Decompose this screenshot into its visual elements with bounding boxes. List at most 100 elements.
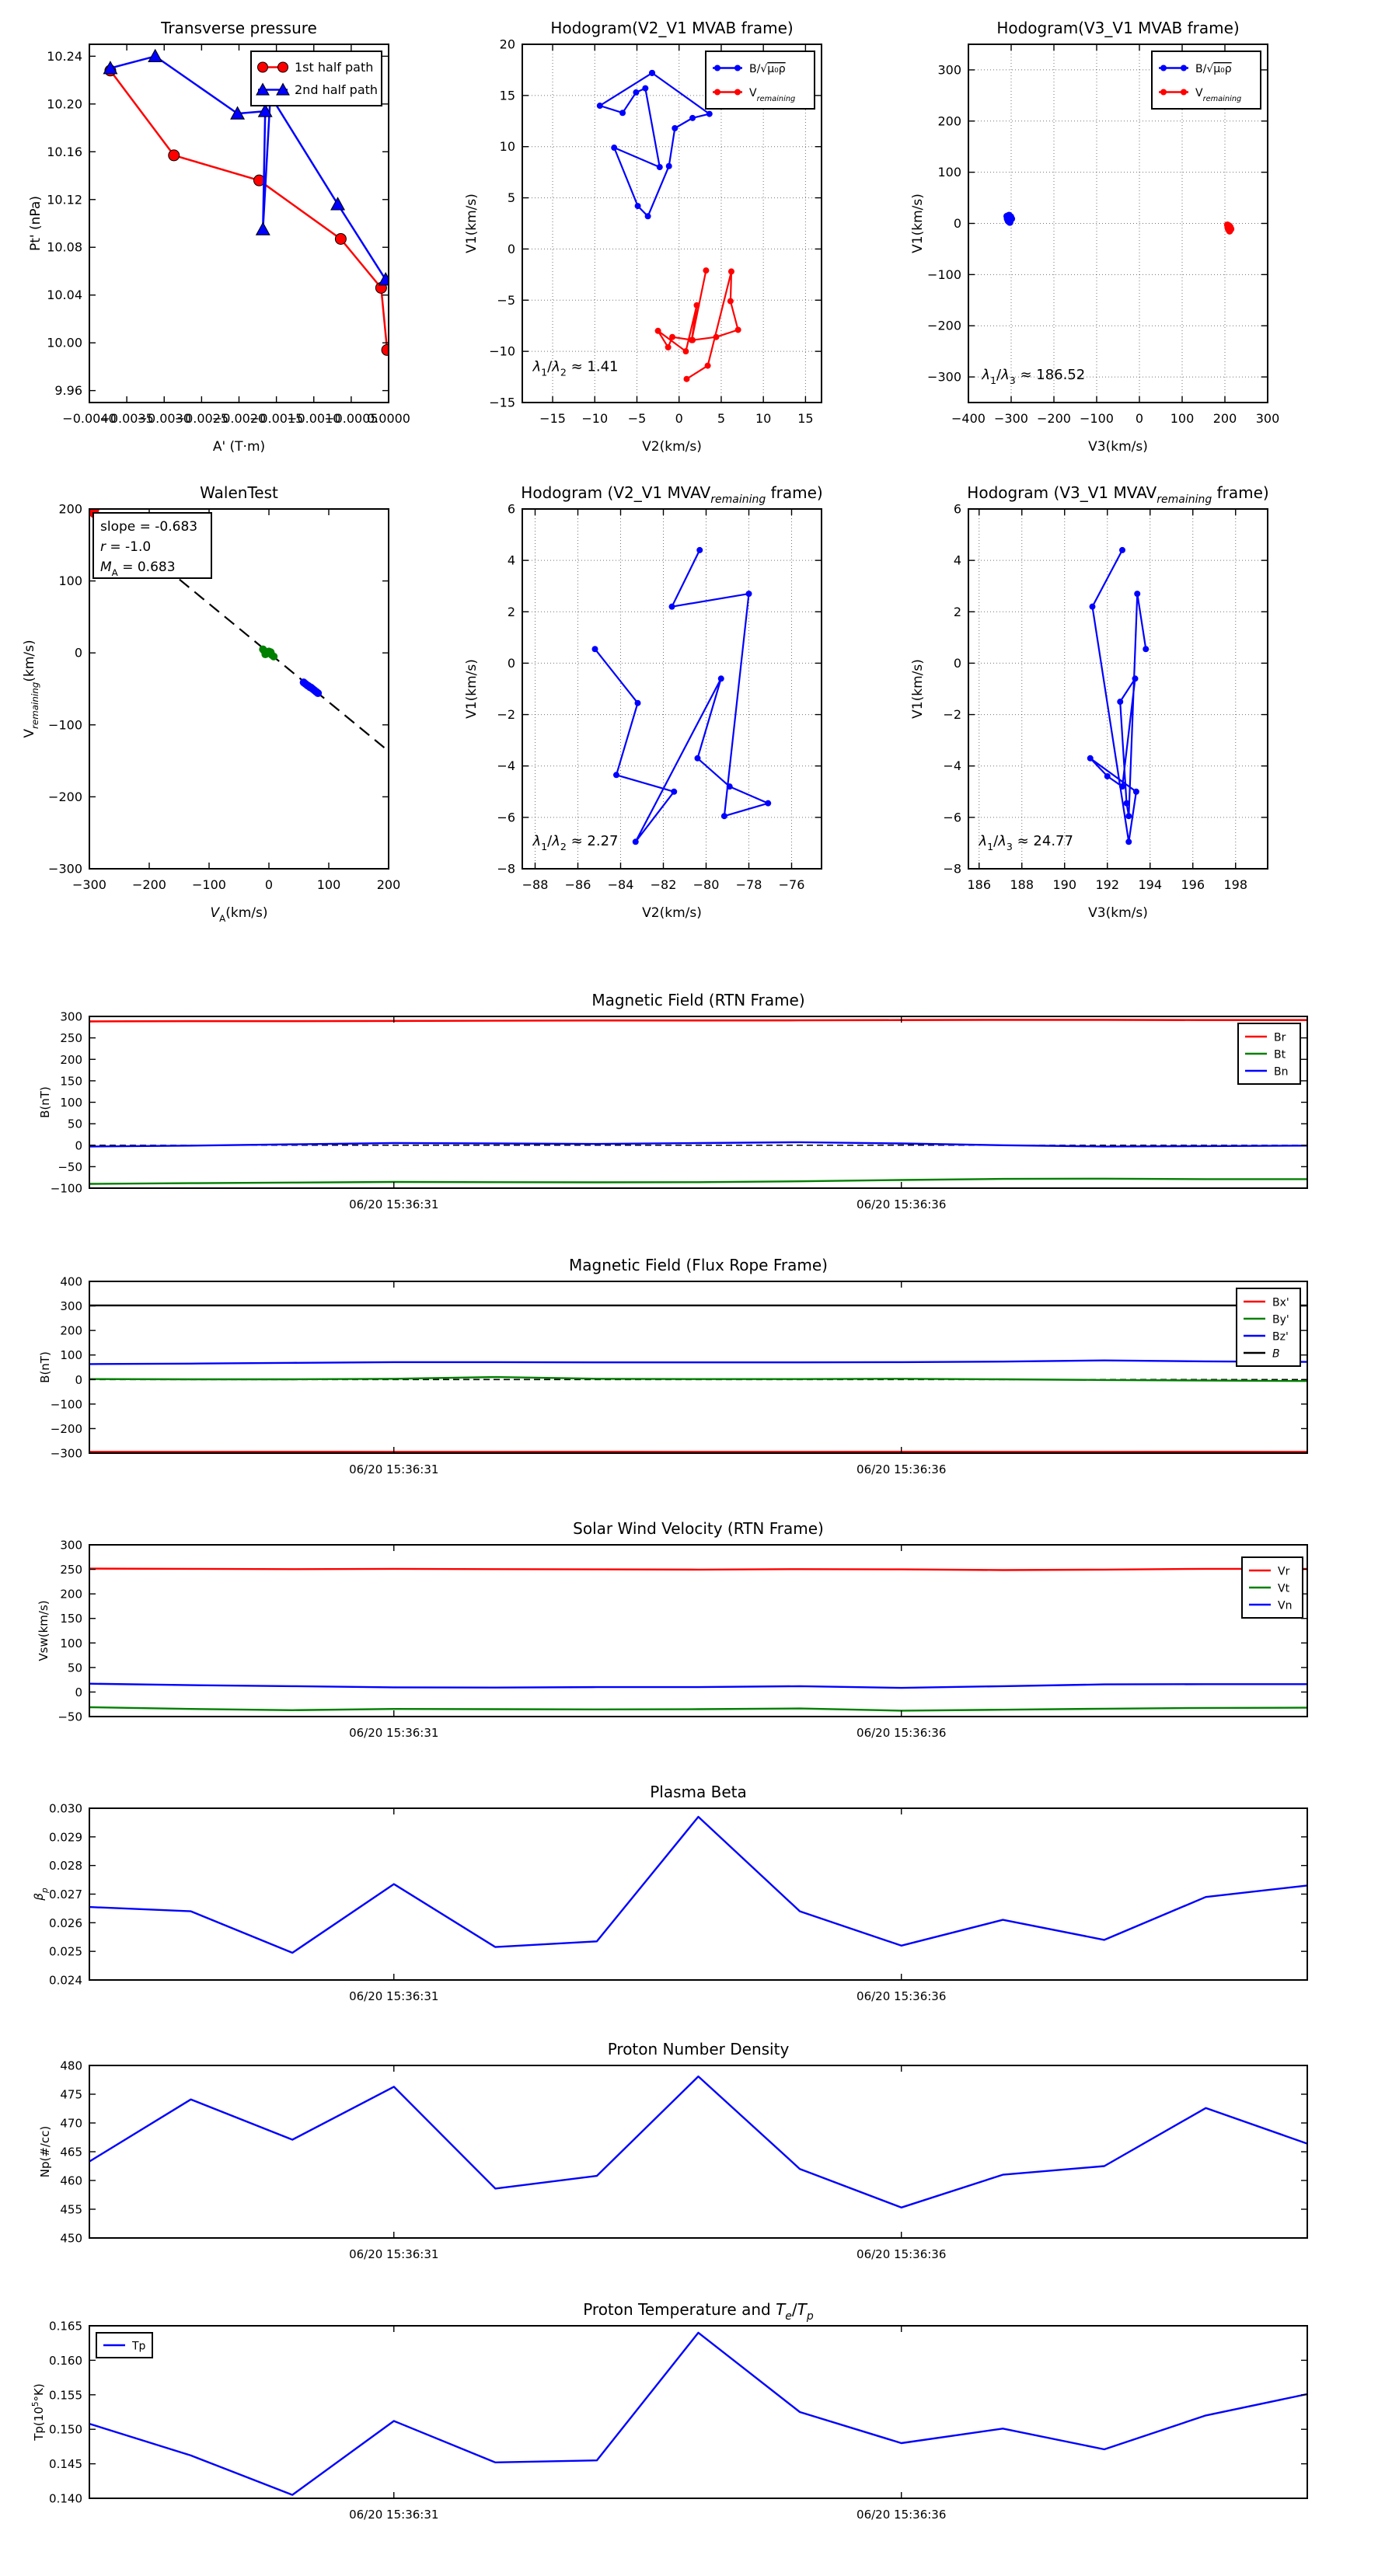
svg-text:100: 100 xyxy=(937,165,961,180)
svg-text:4: 4 xyxy=(954,553,961,568)
svg-text:Bn: Bn xyxy=(1274,1066,1288,1079)
chart-hodogram-v3v1-mvab: −400 −300 −200 −100 0 100 200 300 −300 −200 −100 0 1… xyxy=(881,4,1345,480)
svg-text:V2(km/s): V2(km/s) xyxy=(642,905,702,921)
svg-text:06/20 15:36:36: 06/20 15:36:36 xyxy=(856,1726,946,1740)
svg-text:Solar Wind Velocity (RTN Frame: Solar Wind Velocity (RTN Frame) xyxy=(573,1519,824,1538)
svg-text:−0.0030: −0.0030 xyxy=(138,411,191,426)
chart-proton-number-density: 06/20 15:36:31 06/20 15:36:36 450 455 460 465… xyxy=(2,2025,1385,2316)
svg-text:186: 186 xyxy=(967,877,991,892)
svg-text:Vr: Vr xyxy=(1278,1566,1290,1578)
svg-text:−100: −100 xyxy=(927,267,961,282)
svg-text:250: 250 xyxy=(60,1031,82,1045)
svg-text:100: 100 xyxy=(60,1096,82,1110)
svg-text:A' (T·m): A' (T·m) xyxy=(213,439,265,455)
svg-text:λ1/λ3 ≈ 186.52: λ1/λ3 ≈ 186.52 xyxy=(981,367,1085,386)
svg-text:10.16: 10.16 xyxy=(47,145,82,159)
svg-text:0.026: 0.026 xyxy=(49,1916,82,1930)
chart-svg-p6: 186 188 190 192 194 196 198 −8 −6 −4 −2 0 2 4 6 Hodogra… xyxy=(910,483,1269,921)
svg-text:0: 0 xyxy=(508,242,515,256)
chart-svg-vsw: 06/20 15:36:31 06/20 15:36:36 −50 0 50 100 150… xyxy=(37,1519,1308,1740)
svg-text:−15: −15 xyxy=(539,411,566,426)
svg-text:0: 0 xyxy=(954,656,961,671)
svg-text:B/√μ₀ρ: B/√μ₀ρ xyxy=(749,63,786,75)
svg-text:0.145: 0.145 xyxy=(49,2457,82,2471)
svg-text:06/20 15:36:36: 06/20 15:36:36 xyxy=(856,2247,946,2261)
svg-text:−300: −300 xyxy=(927,370,961,385)
svg-text:−300: −300 xyxy=(48,862,82,877)
svg-text:06/20 15:36:31: 06/20 15:36:31 xyxy=(349,2508,438,2522)
svg-text:0: 0 xyxy=(1136,411,1143,426)
svg-text:2: 2 xyxy=(954,605,961,619)
svg-text:WalenTest: WalenTest xyxy=(200,483,278,502)
svg-text:06/20 15:36:31: 06/20 15:36:31 xyxy=(349,1726,438,1740)
svg-text:Tp(105°K): Tp(105°K) xyxy=(31,2383,46,2442)
svg-text:0: 0 xyxy=(675,411,683,426)
svg-text:V3(km/s): V3(km/s) xyxy=(1088,439,1148,455)
svg-text:0.155: 0.155 xyxy=(49,2388,82,2402)
svg-text:470: 470 xyxy=(60,2117,82,2131)
svg-text:465: 465 xyxy=(60,2146,82,2159)
svg-text:0.029: 0.029 xyxy=(49,1830,82,1844)
chart-hodogram-v2v1-mvav: −88 −86 −84 −82 −80 −78 −76 −8 −6 −4 −2 0 2 4 6 Hodogra… xyxy=(435,469,899,946)
svg-text:100: 100 xyxy=(60,1348,82,1362)
svg-text:−10: −10 xyxy=(581,411,608,426)
svg-text:9.96: 9.96 xyxy=(54,383,82,398)
svg-text:5: 5 xyxy=(508,190,515,205)
svg-text:10: 10 xyxy=(755,411,771,426)
svg-text:By': By' xyxy=(1272,1314,1289,1326)
svg-text:0.160: 0.160 xyxy=(49,2354,82,2368)
svg-text:−0.0005: −0.0005 xyxy=(324,411,378,426)
svg-text:06/20 15:36:31: 06/20 15:36:31 xyxy=(349,1197,438,1211)
svg-text:4: 4 xyxy=(508,553,515,568)
svg-text:−4: −4 xyxy=(943,758,961,773)
svg-text:−78: −78 xyxy=(736,877,762,892)
svg-text:50: 50 xyxy=(68,1661,82,1675)
chart-hodogram-v3v1-mvav: 186 188 190 192 194 196 198 −8 −6 −4 −2 0 2 4 6 Hodogra… xyxy=(881,469,1345,946)
svg-text:−84: −84 xyxy=(608,877,634,892)
svg-text:−5: −5 xyxy=(628,411,647,426)
svg-text:200: 200 xyxy=(58,502,82,517)
svg-text:100: 100 xyxy=(58,573,82,588)
svg-text:Hodogram(V3_V1 MVAB frame): Hodogram(V3_V1 MVAB frame) xyxy=(996,19,1239,37)
svg-text:V3(km/s): V3(km/s) xyxy=(1088,905,1148,921)
svg-text:250: 250 xyxy=(60,1563,82,1577)
svg-text:200: 200 xyxy=(60,1324,82,1338)
svg-text:2nd half path: 2nd half path xyxy=(295,82,378,97)
svg-text:10.00: 10.00 xyxy=(47,336,82,350)
svg-text:0.025: 0.025 xyxy=(49,1945,82,1959)
svg-text:475: 475 xyxy=(60,2088,82,2102)
svg-text:−100: −100 xyxy=(51,1182,82,1196)
svg-text:−0.0020: −0.0020 xyxy=(212,411,266,426)
svg-text:−15: −15 xyxy=(489,396,515,410)
chart-svg-walen: −300 −200 −100 0 100 200 −300 −200 −100 0 100 200 Wa… xyxy=(22,483,401,924)
svg-text:λ1/λ3 ≈ 24.77: λ1/λ3 ≈ 24.77 xyxy=(978,833,1073,852)
svg-text:−10: −10 xyxy=(489,344,515,359)
svg-text:Vremaining: Vremaining xyxy=(1195,87,1241,103)
svg-text:300: 300 xyxy=(60,1539,82,1553)
svg-text:6: 6 xyxy=(508,502,515,517)
svg-text:−8: −8 xyxy=(497,862,515,877)
svg-text:Magnetic Field (RTN Frame): Magnetic Field (RTN Frame) xyxy=(591,991,804,1009)
svg-text:0: 0 xyxy=(75,1373,82,1387)
svg-text:400: 400 xyxy=(60,1275,82,1289)
svg-text:06/20 15:36:31: 06/20 15:36:31 xyxy=(349,1989,438,2003)
chart-magnetic-field-rtn: 06/20 15:36:31 06/20 15:36:36 −100 −50 0 50 10… xyxy=(2,976,1385,1266)
svg-text:−0.0010: −0.0010 xyxy=(287,411,340,426)
svg-text:196: 196 xyxy=(1181,877,1205,892)
svg-text:194: 194 xyxy=(1138,877,1162,892)
svg-text:0.030: 0.030 xyxy=(49,1802,82,1816)
svg-text:−86: −86 xyxy=(565,877,591,892)
chart-svg-brtn: 06/20 15:36:31 06/20 15:36:36 −100 −50 0 50 10… xyxy=(38,991,1308,1211)
svg-text:06/20 15:36:36: 06/20 15:36:36 xyxy=(856,1197,946,1211)
svg-text:−100: −100 xyxy=(51,1397,82,1411)
svg-text:06/20 15:36:31: 06/20 15:36:31 xyxy=(349,2247,438,2261)
svg-text:r = -1.0: r = -1.0 xyxy=(100,539,151,555)
svg-text:−2: −2 xyxy=(497,707,515,722)
svg-text:192: 192 xyxy=(1095,877,1119,892)
svg-text:0: 0 xyxy=(954,216,961,231)
svg-text:B(nT): B(nT) xyxy=(38,1351,52,1383)
svg-text:−0.0035: −0.0035 xyxy=(99,411,153,426)
svg-text:Proton Temperature and Te/Tp: Proton Temperature and Te/Tp xyxy=(583,2300,814,2323)
svg-text:200: 200 xyxy=(377,877,401,892)
